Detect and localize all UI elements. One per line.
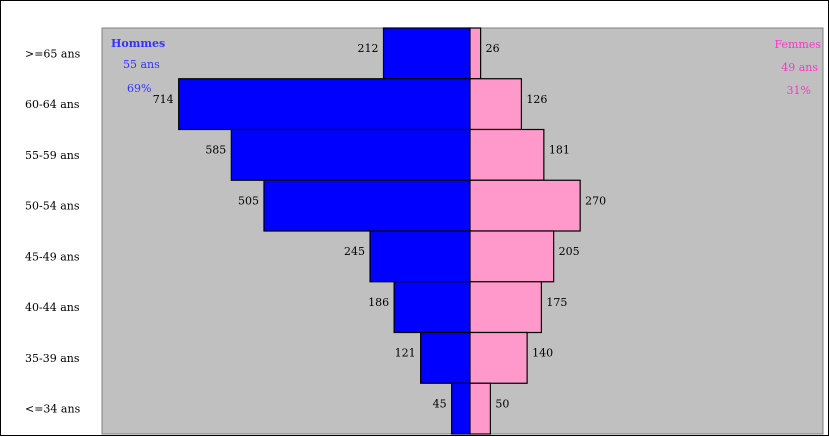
category-label: 50-54 ans (25, 200, 80, 213)
category-label: 60-64 ans (25, 98, 80, 111)
value-label-femmes: 50 (495, 397, 509, 410)
bar-hommes (370, 231, 470, 282)
bar-femmes (470, 231, 554, 282)
value-label-hommes: 45 (433, 397, 447, 410)
value-label-femmes: 205 (559, 245, 580, 258)
value-label-femmes: 175 (546, 296, 567, 309)
category-label: >=65 ans (25, 47, 81, 60)
category-label: 45-49 ans (25, 250, 80, 263)
bar-hommes (264, 180, 470, 231)
legend-hommes-name: Hommes (111, 37, 165, 50)
category-label: 55-59 ans (25, 149, 80, 162)
value-label-hommes: 212 (358, 42, 379, 55)
value-label-hommes: 245 (344, 245, 365, 258)
legend-femmes-pct: 31% (787, 84, 811, 97)
value-label-femmes: 140 (532, 347, 553, 360)
bar-femmes (470, 130, 544, 181)
bar-hommes (179, 79, 470, 130)
legend-hommes-age: 55 ans (123, 58, 160, 71)
category-label: 40-44 ans (25, 301, 80, 314)
bar-femmes (470, 282, 541, 333)
bar-femmes (470, 383, 490, 434)
legend-femmes-name: Femmes (774, 38, 821, 51)
bar-hommes (452, 383, 470, 434)
value-label-femmes: 270 (585, 194, 606, 207)
value-label-femmes: 26 (486, 42, 500, 55)
bar-hommes (421, 333, 470, 384)
value-label-hommes: 585 (205, 144, 226, 157)
bar-hommes (231, 130, 470, 181)
value-label-hommes: 186 (368, 296, 389, 309)
bar-femmes (470, 79, 521, 130)
value-label-femmes: 126 (526, 93, 547, 106)
legend-femmes-age: 49 ans (781, 61, 818, 74)
bar-femmes (470, 180, 580, 231)
bar-hommes (384, 28, 470, 79)
value-label-hommes: 505 (238, 194, 259, 207)
bar-hommes (394, 282, 470, 333)
value-label-hommes: 714 (153, 93, 174, 106)
legend-hommes-pct: 69% (127, 82, 151, 95)
value-label-hommes: 121 (395, 347, 416, 360)
category-label: <=34 ans (25, 403, 81, 416)
category-label: 35-39 ans (25, 352, 80, 365)
value-label-femmes: 181 (549, 144, 570, 157)
bar-femmes (470, 333, 527, 384)
bar-femmes (470, 28, 481, 79)
